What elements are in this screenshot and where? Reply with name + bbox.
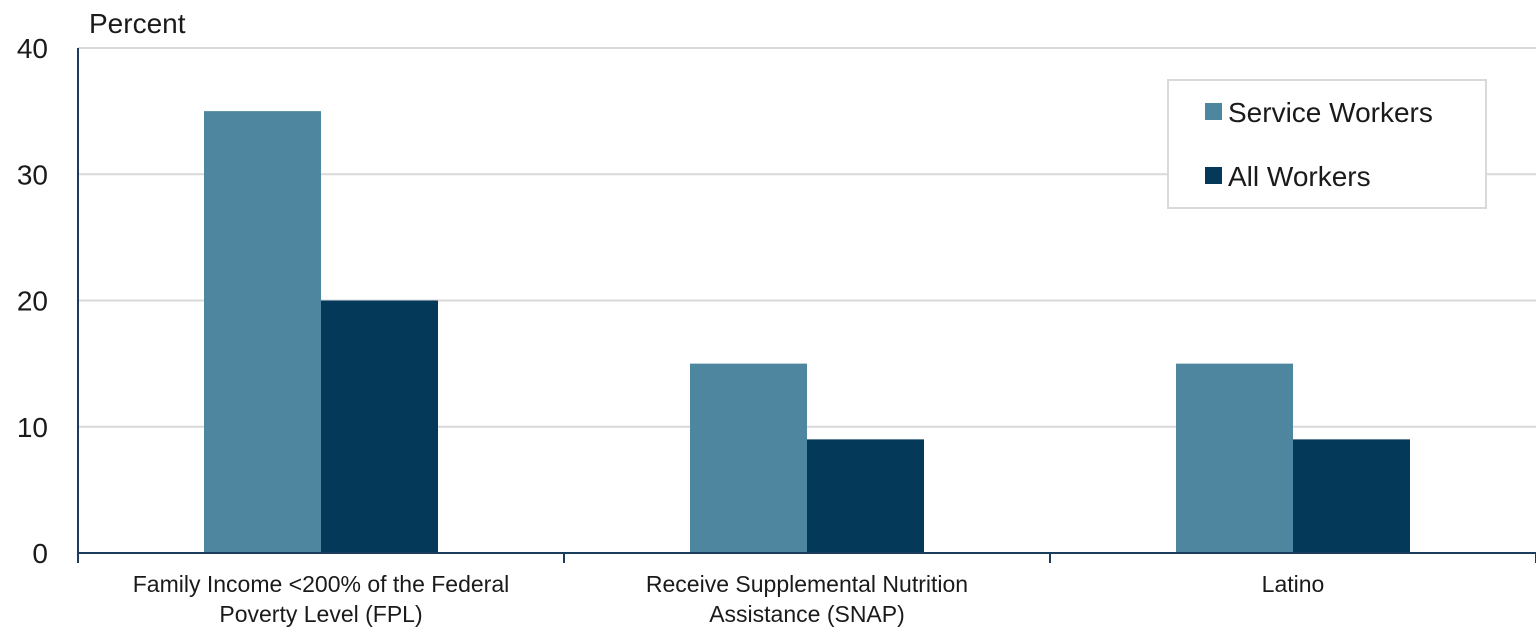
legend-swatch xyxy=(1205,103,1222,120)
y-tick-label: 30 xyxy=(17,159,48,190)
bar-all-workers xyxy=(1293,439,1410,553)
bars xyxy=(204,111,1410,553)
y-axis-label: Percent xyxy=(89,8,186,39)
x-tick-label: Latino xyxy=(1262,571,1325,597)
y-tick-label: 20 xyxy=(17,286,48,317)
bar-all-workers xyxy=(807,439,924,553)
axes xyxy=(77,48,1536,563)
x-tick-label: Receive Supplemental Nutrition Assistance… xyxy=(646,571,968,627)
bar-all-workers xyxy=(321,300,438,553)
y-tick-label: 40 xyxy=(17,33,48,64)
y-tick-label: 10 xyxy=(17,412,48,443)
x-tick-labels: Family Income <200% of the Federal Povert… xyxy=(133,571,1325,627)
legend-box xyxy=(1167,79,1487,209)
legend-swatch xyxy=(1205,167,1222,184)
bar-service-workers xyxy=(1176,363,1293,553)
bar-service-workers xyxy=(204,111,321,553)
x-tick-label: Family Income <200% of the Federal Povert… xyxy=(133,571,510,627)
legend-label: Service Workers xyxy=(1228,97,1433,128)
legend-label: All Workers xyxy=(1228,161,1371,192)
bar-service-workers xyxy=(690,363,807,553)
y-tick-labels: 0 10 20 30 40 xyxy=(17,33,48,569)
y-tick-label: 0 xyxy=(32,538,48,569)
legend: Service Workers All Workers xyxy=(1167,79,1487,209)
